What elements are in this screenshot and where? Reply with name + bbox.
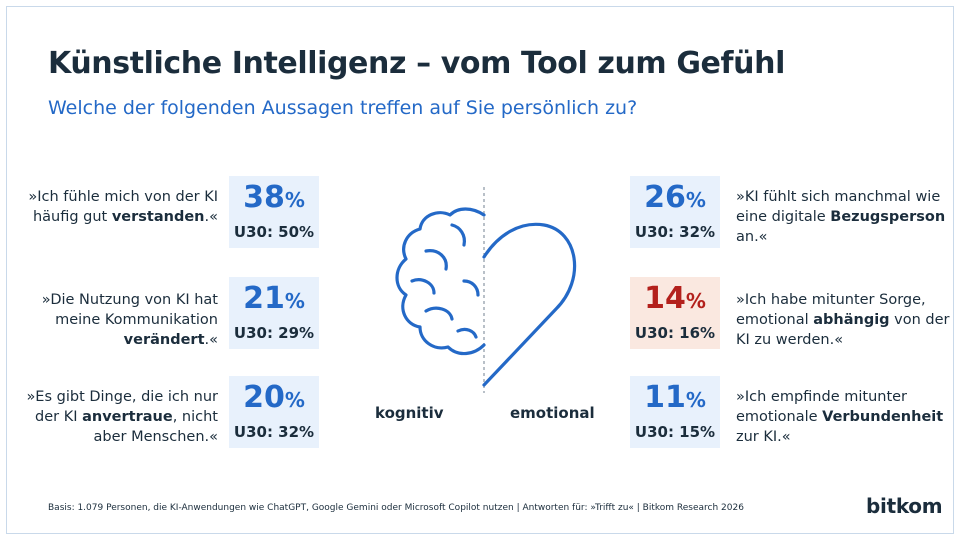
stat-box-6: 11% U30: 15% bbox=[630, 376, 720, 448]
stat-box-1: 38% U30: 50% bbox=[229, 176, 319, 248]
stat-u30-4: U30: 32% bbox=[634, 223, 716, 241]
stat-unit-2: % bbox=[284, 289, 305, 313]
stat-box-4: 26% U30: 32% bbox=[630, 176, 720, 248]
brain-icon bbox=[395, 207, 486, 356]
stat-box-3: 20% U30: 32% bbox=[229, 376, 319, 448]
stat-value-5: 14 bbox=[644, 281, 686, 316]
statement-2-bold: verändert bbox=[123, 332, 205, 348]
stat-unit-6: % bbox=[685, 388, 706, 412]
bitkom-logo: bitkom bbox=[866, 494, 943, 518]
statement-4-post: an.« bbox=[736, 229, 768, 245]
stat-unit-3: % bbox=[284, 388, 305, 412]
statement-3: »Es gibt Dinge, die ich nur der KI anver… bbox=[3, 387, 218, 447]
statement-2-pre: »Die Nutzung von KI hat meine Kommunikat… bbox=[41, 292, 218, 328]
category-label-emotional: emotional bbox=[510, 404, 595, 422]
statement-4: »KI fühlt sich manchmal wie eine digital… bbox=[736, 187, 951, 247]
statement-3-bold: anvertraue bbox=[82, 409, 173, 425]
statement-4-bold: Bezugsperson bbox=[830, 209, 946, 225]
stat-unit-1: % bbox=[284, 188, 305, 212]
statement-3-post: , nicht aber Menschen.« bbox=[93, 409, 218, 445]
statement-4-pre: »KI fühlt sich manchmal wie eine digital… bbox=[736, 189, 941, 225]
stat-u30-2: U30: 29% bbox=[233, 324, 315, 342]
statement-6-post: zur KI.« bbox=[736, 429, 791, 445]
stat-box-2: 21% U30: 29% bbox=[229, 277, 319, 349]
statement-5-post: von der KI zu werden.« bbox=[736, 312, 950, 348]
stat-u30-6: U30: 15% bbox=[634, 423, 716, 441]
statement-1-bold: verstanden bbox=[111, 209, 205, 225]
category-label-kognitiv: kognitiv bbox=[375, 404, 444, 422]
statement-1-post: .« bbox=[204, 209, 218, 225]
stat-value-1: 38 bbox=[243, 180, 285, 215]
statement-3-pre: »Es gibt Dinge, die ich nur der KI bbox=[26, 389, 218, 425]
stat-value-4: 26 bbox=[644, 180, 686, 215]
statement-5: »Ich habe mitunter Sorge, emotional abhä… bbox=[736, 290, 951, 350]
chart-subtitle: Welche der folgenden Aussagen treffen au… bbox=[48, 97, 638, 119]
stat-unit-5: % bbox=[685, 289, 706, 313]
statement-6: »Ich empfinde mitunter emotionale Verbun… bbox=[736, 387, 951, 447]
stat-box-5: 14% U30: 16% bbox=[630, 277, 720, 349]
heart-icon bbox=[482, 222, 577, 387]
statement-5-pre: »Ich habe mitunter Sorge, emotional bbox=[736, 292, 926, 328]
source-note: Basis: 1.079 Personen, die KI-Anwendunge… bbox=[48, 503, 744, 513]
brain-heart-graphic bbox=[395, 187, 577, 393]
frame-border bbox=[6, 6, 954, 534]
statement-6-bold: Verbundenheit bbox=[822, 409, 944, 425]
statement-6-pre: »Ich empfinde mitunter emotionale bbox=[736, 389, 908, 425]
stat-u30-1: U30: 50% bbox=[233, 223, 315, 241]
stat-u30-3: U30: 32% bbox=[233, 423, 315, 441]
statement-5-bold: abhängig bbox=[813, 312, 890, 328]
statement-1-pre: »Ich fühle mich von der KI häufig gut bbox=[28, 189, 218, 225]
stat-unit-4: % bbox=[685, 188, 706, 212]
stat-value-6: 11 bbox=[644, 380, 686, 415]
stat-u30-5: U30: 16% bbox=[634, 324, 716, 342]
statement-1: »Ich fühle mich von der KI häufig gut ve… bbox=[3, 187, 218, 227]
stat-value-3: 20 bbox=[243, 380, 285, 415]
stat-value-2: 21 bbox=[243, 281, 285, 316]
statement-2: »Die Nutzung von KI hat meine Kommunikat… bbox=[3, 290, 218, 350]
chart-title: Künstliche Intelligenz – vom Tool zum Ge… bbox=[48, 46, 785, 81]
statement-2-post: .« bbox=[204, 332, 218, 348]
